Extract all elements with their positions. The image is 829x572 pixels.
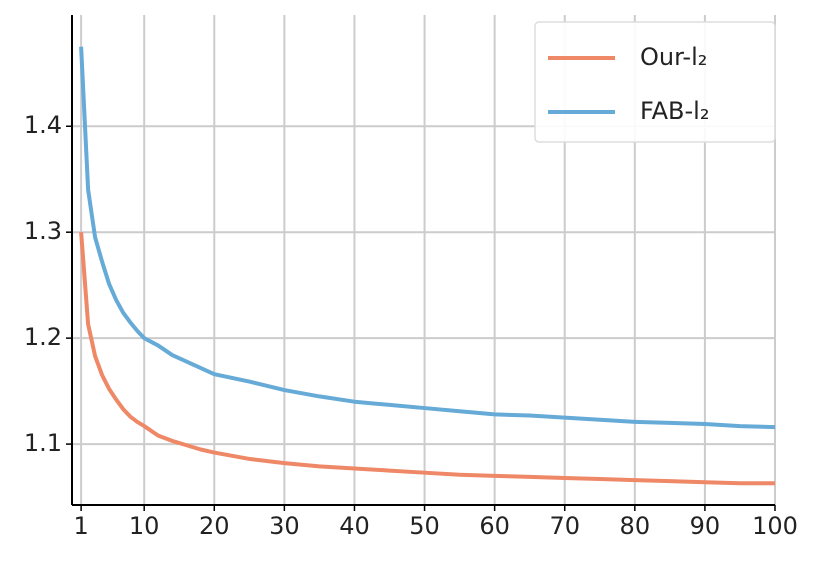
x-tick-label: 30 [269, 512, 300, 540]
x-tick-label: 100 [752, 512, 798, 540]
line-series [79, 46, 776, 430]
x-tick-label: 60 [479, 512, 510, 540]
y-tick-label: 1.4 [24, 111, 62, 139]
x-tick-label: 70 [549, 512, 580, 540]
line-series [79, 232, 775, 486]
x-tick-label: 80 [620, 512, 651, 540]
x-tick-label: 10 [129, 512, 160, 540]
x-tick-label: 40 [339, 512, 370, 540]
y-tick-label: 1.2 [24, 323, 62, 351]
legend-label: Our-l₂ [640, 43, 707, 71]
x-tick-label: 20 [199, 512, 230, 540]
y-tick-label: 1.3 [24, 217, 62, 245]
legend-label: FAB-l₂ [640, 97, 709, 125]
y-tick-label: 1.1 [24, 429, 62, 457]
x-tick-label: 1 [73, 512, 88, 540]
x-tick-label: 90 [690, 512, 721, 540]
x-tick-label: 50 [409, 512, 440, 540]
